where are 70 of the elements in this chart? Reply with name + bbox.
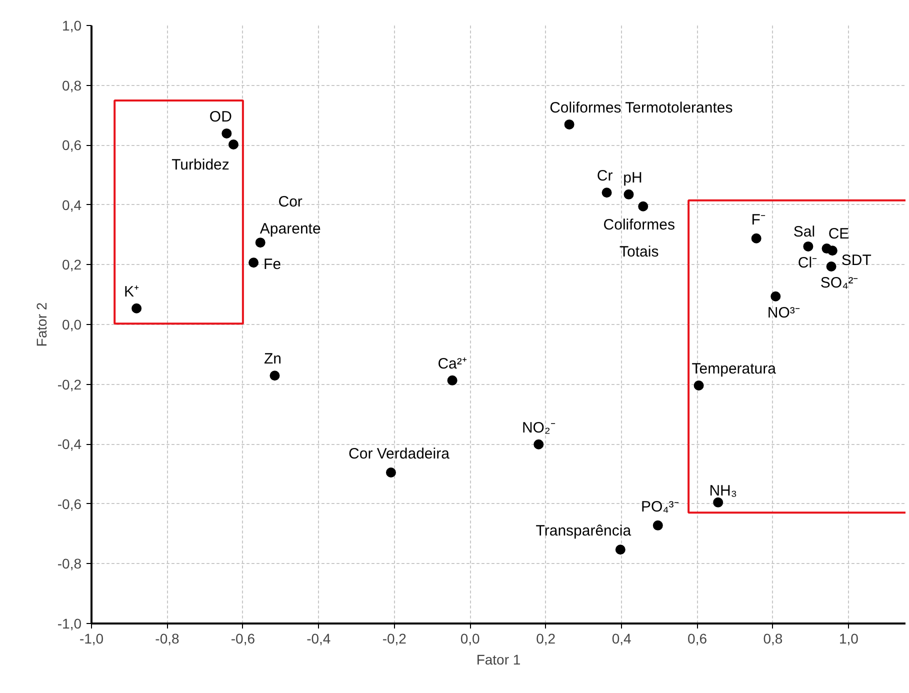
- x-tick-label: 0,4: [612, 630, 632, 646]
- annotation: Cor Aparente: [260, 193, 321, 238]
- y-axis-title: Fator 2: [33, 302, 50, 347]
- y-tick-label: -1,0: [57, 616, 82, 632]
- x-tick-label: 0,6: [688, 630, 708, 646]
- y-tick-label: 0,6: [62, 137, 82, 154]
- point: [826, 262, 836, 272]
- point: [751, 233, 762, 244]
- point: [447, 375, 458, 386]
- point: [713, 497, 724, 508]
- point: [803, 241, 814, 252]
- annotation: NH₃: [709, 482, 737, 500]
- x-tick-label: -0,2: [382, 630, 407, 646]
- x-tick-label: -0,6: [230, 630, 256, 646]
- point: [624, 189, 634, 200]
- x-tick-label: -0,4: [306, 630, 331, 646]
- annotation: F⁻: [751, 211, 766, 228]
- y-tick-label: 0,8: [62, 77, 82, 94]
- annotation: Zn: [264, 350, 282, 368]
- y-tick-label: 0,4: [62, 196, 82, 213]
- annotation: OD: [209, 108, 232, 126]
- x-tick-label: -1,0: [79, 630, 104, 646]
- point: [228, 140, 238, 150]
- y-tick-label: -0,6: [57, 496, 82, 512]
- point: [248, 258, 259, 268]
- annotation: NO³⁻: [767, 304, 800, 322]
- point: [222, 128, 232, 138]
- point: [615, 544, 626, 555]
- point: [270, 370, 280, 381]
- annotation: Temperatura: [692, 360, 777, 378]
- point: [132, 303, 142, 314]
- annotation: NO₂⁻: [522, 419, 556, 436]
- annotation: pH: [623, 169, 642, 186]
- annotation: Coliformes Totais: [603, 216, 675, 261]
- annotation: Fe: [264, 256, 282, 274]
- point: [638, 201, 648, 212]
- y-tick-label: 0,0: [62, 316, 82, 332]
- x-axis-title: Fator 1: [476, 652, 521, 668]
- annotation: Ca²⁺: [438, 355, 467, 372]
- point: [564, 119, 574, 130]
- point: [255, 238, 266, 248]
- point: [770, 291, 781, 302]
- point: [386, 468, 396, 478]
- annotation: Cl⁻: [798, 254, 818, 272]
- annotation: Cor Verdadeira: [348, 446, 450, 463]
- point: [827, 246, 838, 256]
- x-tick-label: -0,8: [155, 630, 180, 646]
- y-tick-label: -0,8: [57, 556, 82, 572]
- annotation: SDT: [841, 252, 872, 270]
- x-tick-label: 1,0: [838, 630, 859, 646]
- annotation: Cr: [596, 168, 613, 185]
- annotation: PO₄³⁻: [640, 498, 679, 516]
- x-tick-label: 0,2: [536, 630, 556, 646]
- y-tick-label: 1,0: [62, 18, 82, 34]
- annotation: K⁺: [124, 283, 140, 300]
- x-tick-label: 0,8: [763, 630, 783, 646]
- y-tick-label: -0,2: [57, 376, 82, 392]
- annotation: CE: [828, 226, 850, 243]
- annotation: Coliformes Termotolerantes: [550, 99, 733, 116]
- y-tick-label: -0,4: [57, 436, 82, 452]
- annotation: Turbidez: [172, 156, 230, 174]
- point: [652, 520, 663, 530]
- point: [534, 439, 544, 450]
- annotation: Transparência: [536, 522, 632, 540]
- annotation: Sal: [793, 223, 816, 240]
- point: [602, 188, 612, 198]
- annotation: SO₄²⁻: [820, 274, 858, 292]
- point: [694, 380, 704, 390]
- y-tick-label: 0,2: [62, 256, 82, 273]
- x-tick-label: 0,0: [460, 630, 480, 646]
